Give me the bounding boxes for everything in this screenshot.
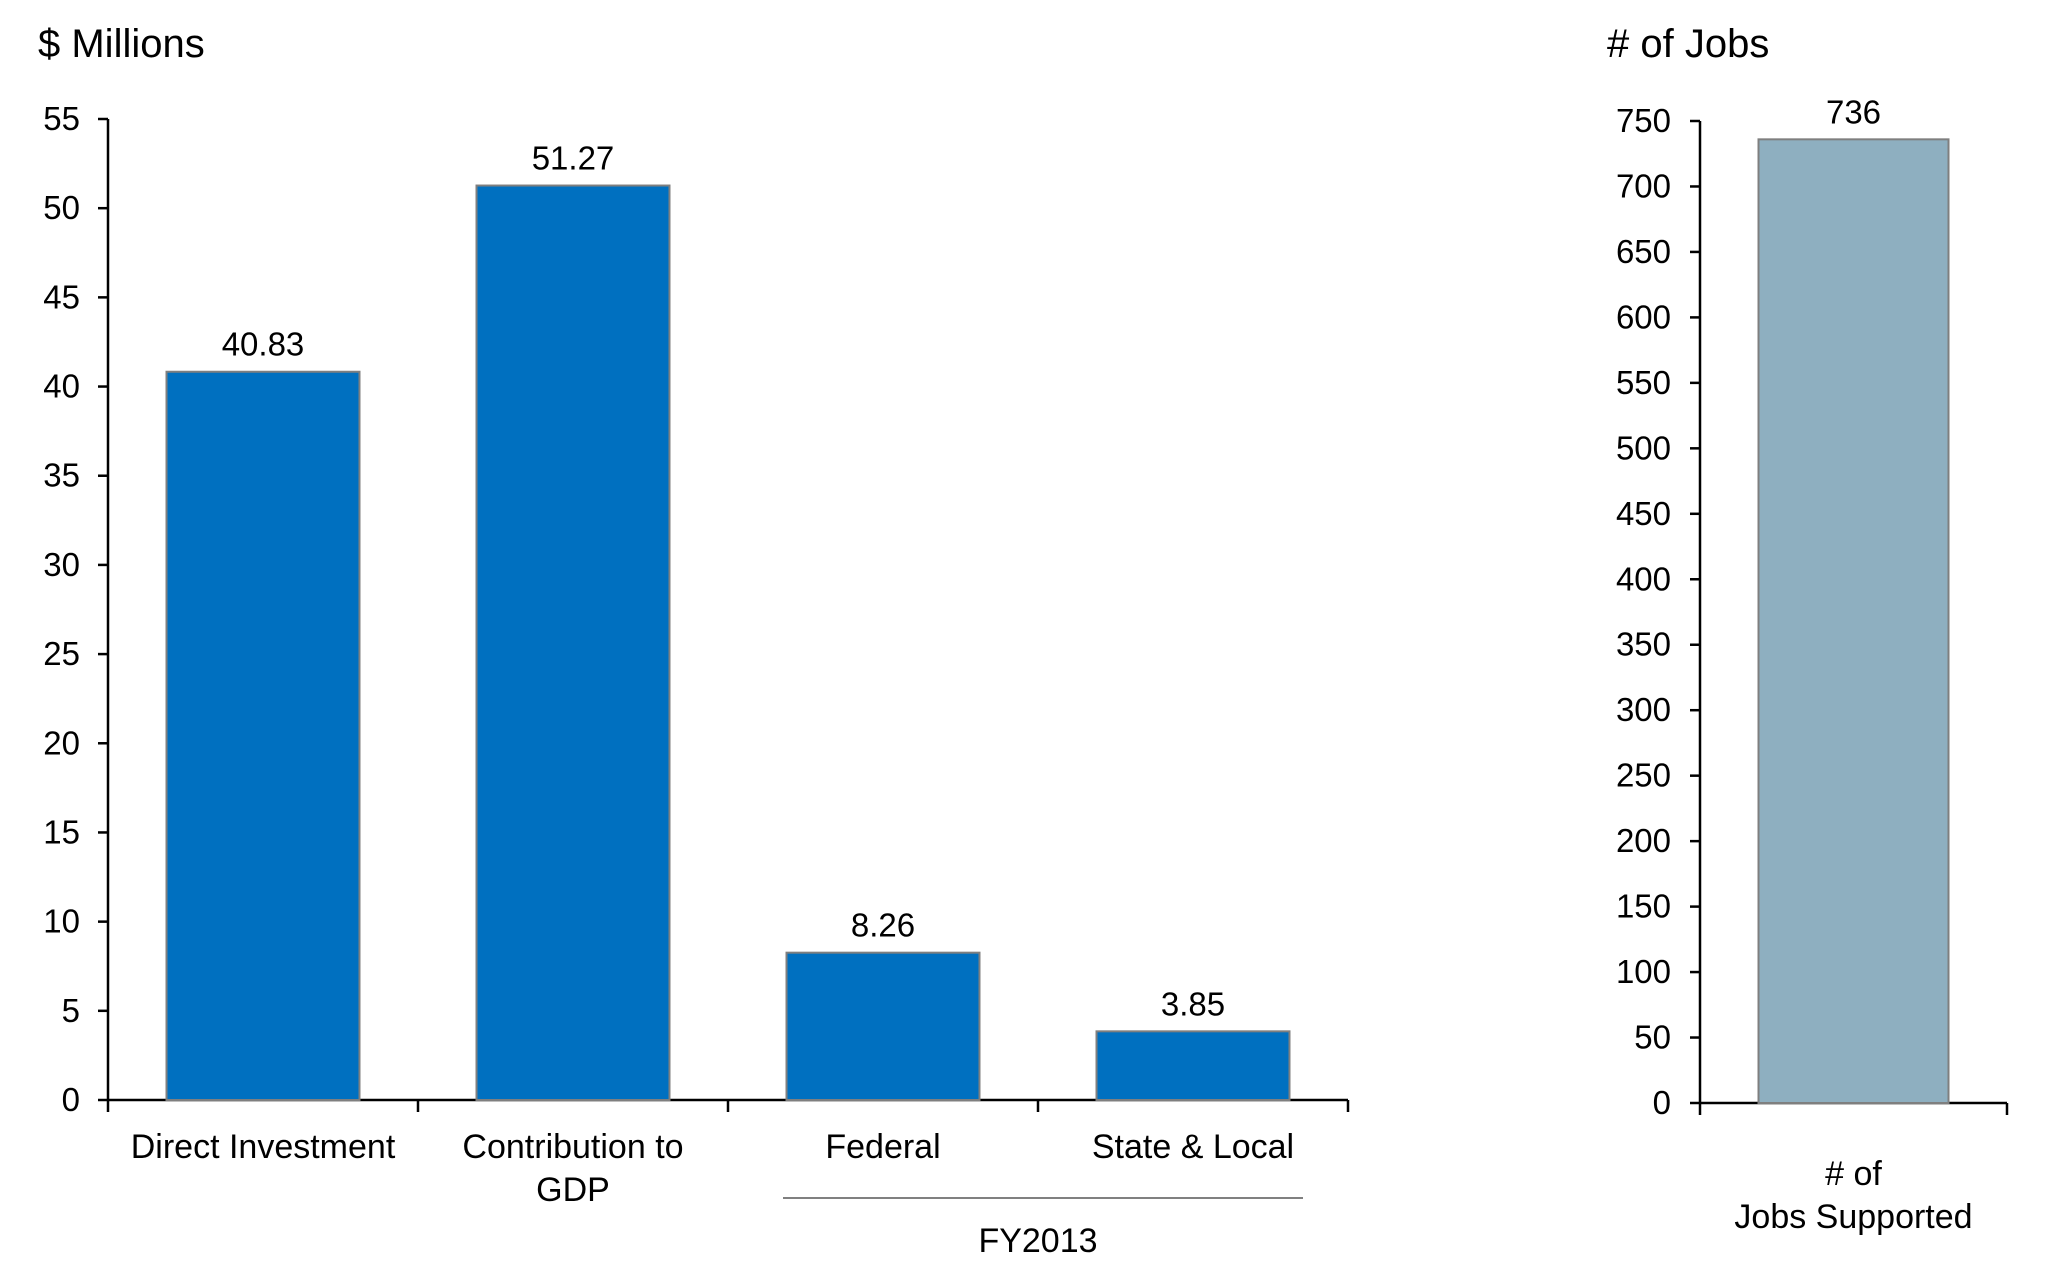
y-tick-label: 750	[1616, 102, 1671, 139]
bar-value-label: 40.83	[222, 326, 305, 363]
y-tick-label: 35	[43, 457, 80, 494]
bar-value-label: 51.27	[532, 140, 615, 177]
y-tick-label: 40	[43, 368, 80, 405]
bar-value-label: 8.26	[851, 907, 915, 944]
y-tick-label: 30	[43, 546, 80, 583]
y-tick-label: 45	[43, 278, 80, 315]
y-tick-label: 0	[62, 1081, 80, 1118]
y-tick-label: 650	[1616, 233, 1671, 270]
bar-value-label: 736	[1826, 93, 1881, 130]
right-chart: # of Jobs 0 50 100 150 200 250 300 350 400 450 500 5…	[1607, 22, 2009, 1236]
y-tick-label: 20	[43, 724, 80, 761]
bar	[475, 184, 671, 1101]
y-tick-label: 500	[1616, 429, 1671, 466]
y-axis-unit-label: # of Jobs	[1607, 22, 1769, 66]
y-tick-label: 300	[1616, 691, 1671, 728]
y-tick-label: 15	[43, 813, 80, 850]
y-tick-label: 10	[43, 903, 80, 940]
y-tick-label: 50	[1634, 1019, 1671, 1056]
bar-value-label: 3.85	[1161, 985, 1225, 1022]
y-tick-label: 350	[1616, 626, 1671, 663]
y-tick-label: 100	[1616, 953, 1671, 990]
x-category-label: Direct Investment	[131, 1128, 396, 1166]
y-tick-label: 200	[1616, 822, 1671, 859]
y-tick-label: 0	[1653, 1084, 1671, 1121]
category-group-label: FY2013	[978, 1222, 1097, 1260]
bar	[165, 370, 361, 1101]
bar	[1757, 138, 1950, 1104]
left-chart: $ Millions 0 5 10 15 20 25 30 35 40 45 50 55 40.83 Dir…	[38, 22, 1350, 1260]
x-category-label: # of Jobs Supported	[1734, 1155, 1972, 1236]
y-tick-label: 400	[1616, 560, 1671, 597]
y-tick-label: 25	[43, 635, 80, 672]
y-tick-label: 600	[1616, 298, 1671, 335]
y-tick-label: 150	[1616, 888, 1671, 925]
x-category-label: Contribution to GDP	[462, 1128, 683, 1209]
y-tick-label: 700	[1616, 167, 1671, 204]
bar	[1095, 1030, 1291, 1101]
y-tick-label: 5	[62, 992, 80, 1029]
y-axis-unit-label: $ Millions	[38, 22, 205, 66]
bar	[785, 951, 981, 1101]
x-category-label: State & Local	[1092, 1128, 1294, 1166]
y-tick-label: 550	[1616, 364, 1671, 401]
y-tick-label: 450	[1616, 495, 1671, 532]
y-tick-label: 250	[1616, 757, 1671, 794]
y-tick-label: 55	[43, 100, 80, 137]
y-tick-label: 50	[43, 189, 80, 226]
x-category-label: Federal	[825, 1128, 940, 1166]
